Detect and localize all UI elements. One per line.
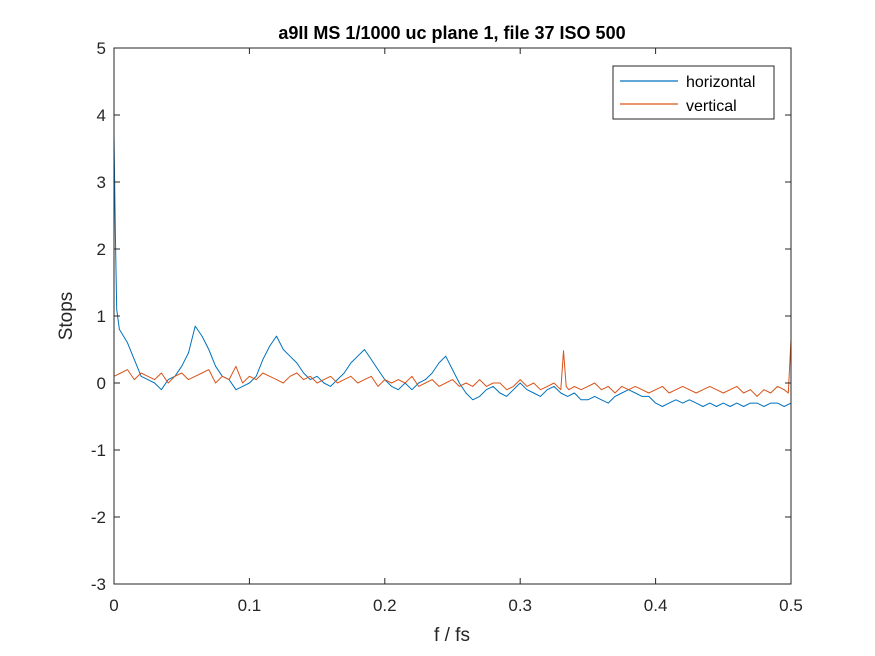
y-tick-label: 4 — [97, 106, 106, 125]
y-tick-label: 1 — [97, 307, 106, 326]
series-layer — [113, 135, 792, 407]
chart-title: a9II MS 1/1000 uc plane 1, file 37 ISO 5… — [278, 23, 625, 43]
x-tick-label: 0.3 — [508, 596, 532, 615]
series-line-vertical — [113, 339, 792, 397]
y-tick-label: 2 — [97, 240, 106, 259]
y-axis-label: Stops — [56, 292, 77, 341]
y-tick-label: 5 — [97, 39, 106, 58]
legend-box — [612, 65, 775, 120]
x-tick-label: 0.4 — [644, 596, 668, 615]
x-axis-label: f / fs — [434, 625, 470, 646]
x-tick-label: 0 — [109, 596, 118, 615]
x-tick-labels: 0 0.1 0.2 0.3 0.4 0.5 — [109, 596, 803, 615]
x-tick-label: 0.1 — [238, 596, 262, 615]
y-tick-label: -1 — [91, 441, 106, 460]
legend: horizontal vertical — [612, 65, 775, 120]
legend-label-horizontal: horizontal — [686, 74, 755, 91]
x-tick-label: 0.5 — [779, 596, 803, 615]
plot-area — [114, 48, 791, 584]
x-tick-label: 0.2 — [373, 596, 397, 615]
y-tick-label: 0 — [97, 374, 106, 393]
legend-label-vertical: vertical — [686, 98, 737, 115]
series-line-horizontal — [113, 135, 792, 407]
y-tick-label: 3 — [97, 173, 106, 192]
y-tick-label: -2 — [91, 508, 106, 527]
plot-frame — [113, 47, 792, 585]
y-tick-label: -3 — [91, 575, 106, 594]
y-tick-labels: -3 -2 -1 0 1 2 3 4 5 — [91, 39, 106, 594]
